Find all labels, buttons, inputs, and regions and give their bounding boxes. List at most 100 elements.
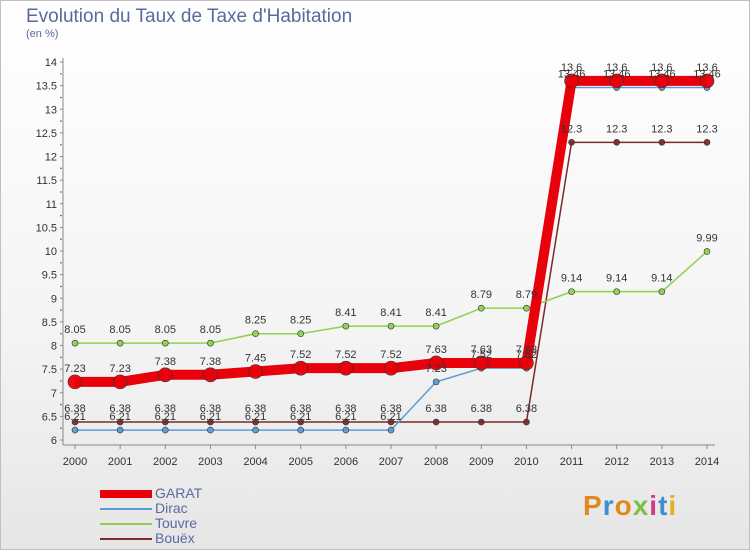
y-tick-label: 9: [51, 293, 57, 305]
data-label-boux: 6.38: [109, 403, 130, 415]
data-point-garat: [338, 360, 354, 376]
y-minor-tick: [60, 96, 62, 99]
y-tick-label: 7: [51, 388, 57, 400]
y-minor-tick: [60, 285, 62, 288]
y-tick-label: 6: [51, 435, 57, 447]
data-point-dirac: [252, 426, 259, 434]
data-label-dirac: 13.46: [558, 69, 586, 81]
x-tick-label: 2004: [243, 456, 267, 468]
x-tick-label: 2008: [424, 456, 448, 468]
data-label-boux: 6.38: [200, 403, 221, 415]
data-point-garat: [428, 355, 444, 371]
x-tick-label: 2006: [334, 456, 358, 468]
data-label-garat: 7.38: [200, 356, 221, 368]
data-point-dirac: [116, 426, 124, 434]
data-point-boux: [432, 418, 440, 426]
data-label-boux: 6.38: [516, 403, 537, 415]
data-label-garat: 7.63: [471, 344, 492, 356]
data-point-touvre: [477, 304, 485, 312]
data-label-garat: 7.52: [290, 349, 311, 361]
data-label-boux: 12.3: [651, 123, 672, 135]
data-label-dirac: 6.21: [335, 411, 356, 423]
legend-label: Dirac: [155, 500, 188, 516]
data-point-boux: [613, 139, 621, 146]
data-point-dirac: [207, 426, 214, 434]
x-tick-label: 2010: [514, 456, 538, 468]
data-label-touvre: 8.41: [380, 307, 401, 319]
x-tick-label: 2001: [108, 456, 132, 468]
data-label-touvre: 8.25: [290, 315, 311, 327]
data-point-touvre: [703, 248, 711, 255]
data-label-boux: 12.3: [606, 123, 627, 135]
y-tick-label: 12: [45, 152, 57, 164]
x-tick-label: 2009: [469, 456, 493, 468]
data-label-boux: 6.38: [335, 403, 356, 415]
data-label-dirac: 6.21: [155, 411, 176, 423]
data-point-dirac: [161, 426, 169, 434]
data-label-boux: 6.38: [64, 403, 85, 415]
data-point-touvre: [297, 330, 305, 337]
data-label-dirac: 6.21: [200, 411, 221, 423]
data-label-garat: 7.23: [109, 363, 130, 375]
legend-swatch: [100, 490, 152, 498]
data-label-touvre: 9.14: [561, 273, 582, 285]
y-tick-label: 8.5: [42, 317, 57, 329]
data-label-dirac: 6.21: [290, 411, 311, 423]
data-point-boux: [252, 418, 259, 426]
data-point-touvre: [387, 322, 395, 330]
y-minor-tick: [60, 73, 62, 75]
data-point-garat: [519, 355, 534, 371]
proxiti-logo: Proxiti: [583, 490, 678, 521]
data-point-garat: [248, 364, 263, 379]
data-label-garat: 13.6: [696, 62, 717, 74]
data-label-dirac: 13.46: [648, 69, 676, 81]
data-label-garat: 7.52: [335, 349, 356, 361]
y-minor-tick: [60, 238, 62, 240]
data-label-boux: 6.38: [471, 403, 492, 415]
data-point-garat: [383, 360, 399, 376]
data-label-touvre: 9.14: [651, 273, 672, 285]
data-label-dirac: 7.52: [471, 349, 492, 361]
data-label-touvre: 8.41: [425, 307, 446, 319]
y-axis-unit: (en %): [26, 28, 59, 40]
data-label-boux: 6.38: [155, 403, 176, 415]
x-tick-label: 2005: [288, 456, 312, 468]
data-label-dirac: 13.46: [603, 69, 631, 81]
y-minor-tick: [60, 191, 62, 193]
data-point-boux: [161, 418, 169, 426]
y-minor-tick: [60, 143, 62, 146]
data-label-boux: 12.3: [561, 123, 582, 135]
data-point-touvre: [161, 339, 169, 347]
data-label-garat: 7.38: [155, 356, 176, 368]
data-point-touvre: [658, 288, 666, 295]
data-point-dirac: [342, 426, 350, 434]
data-point-boux: [207, 418, 214, 426]
legend-label: Bouëx: [155, 530, 195, 546]
y-minor-tick: [60, 427, 62, 429]
x-tick-label: 2012: [604, 456, 628, 468]
y-tick-label: 13.5: [36, 81, 57, 93]
data-point-boux: [71, 418, 79, 426]
data-point-garat: [654, 73, 670, 89]
data-point-touvre: [252, 330, 259, 337]
data-point-dirac: [71, 426, 79, 434]
data-point-touvre: [568, 288, 575, 295]
data-label-touvre: 9.14: [606, 273, 627, 285]
y-tick-label: 13: [45, 104, 57, 116]
data-point-dirac: [432, 378, 440, 386]
data-point-boux: [477, 418, 485, 426]
legend-swatch: [100, 508, 152, 510]
y-tick-label: 11.5: [36, 175, 57, 187]
y-minor-tick: [60, 332, 62, 335]
data-point-boux: [297, 418, 305, 426]
x-tick-label: 2002: [153, 456, 177, 468]
data-point-boux: [116, 418, 124, 426]
data-label-garat: 13.6: [651, 62, 672, 74]
data-label-boux: 6.38: [425, 403, 446, 415]
data-point-boux: [568, 139, 575, 146]
y-minor-tick: [60, 309, 62, 311]
x-tick-label: 2014: [695, 456, 719, 468]
y-minor-tick: [60, 167, 62, 170]
